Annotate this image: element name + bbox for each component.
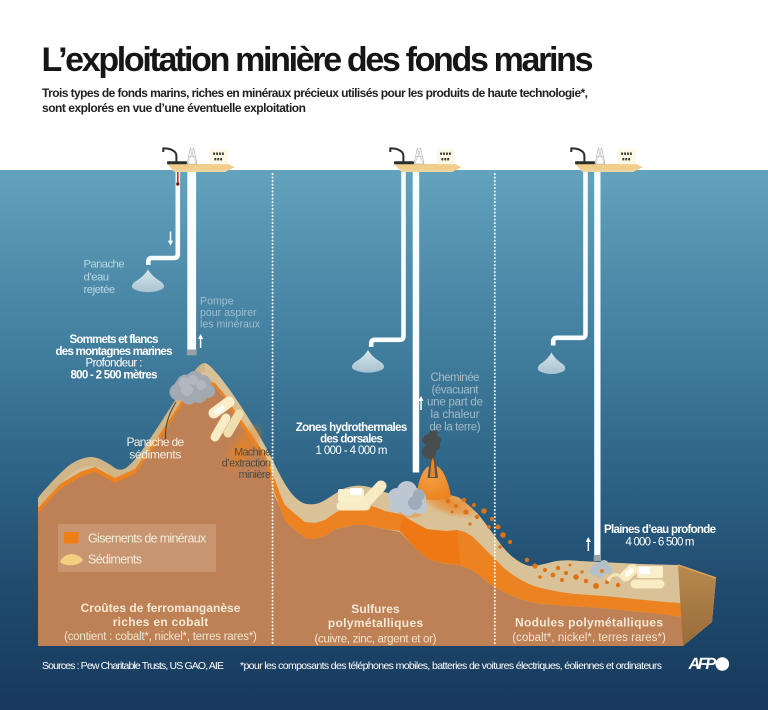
svg-text:Profondeur :: Profondeur : <box>86 358 143 370</box>
svg-text:1 000 - 4 000 m: 1 000 - 4 000 m <box>316 445 388 457</box>
svg-text:d’extraction: d’extraction <box>222 458 271 470</box>
svg-text:de la terre): de la terre) <box>429 422 480 434</box>
svg-text:riches en cobalt: riches en cobalt <box>113 615 209 629</box>
svg-text:rejetée: rejetée <box>84 284 116 296</box>
svg-text:Panache de: Panache de <box>126 435 184 449</box>
svg-text:des montagnes marines: des montagnes marines <box>56 346 173 358</box>
svg-text:Zones hydrothermales: Zones hydrothermales <box>296 422 408 434</box>
svg-text:Cheminée: Cheminée <box>431 372 480 384</box>
svg-text:4 000 - 6 500 m: 4 000 - 6 500 m <box>626 536 695 548</box>
svg-text:800 - 2 500 mètres: 800 - 2 500 mètres <box>71 369 158 381</box>
svg-text:Machine: Machine <box>234 447 271 459</box>
svg-text:polymétalliques: polymétalliques <box>328 616 424 630</box>
svg-text:Sédiments: Sédiments <box>88 552 142 566</box>
svg-text:Nodules polymétalliques: Nodules polymétalliques <box>515 616 663 630</box>
svg-text:Sources : Pew Charitable Trust: Sources : Pew Charitable Trusts, US GAO,… <box>42 660 224 672</box>
svg-text:(évacuant: (évacuant <box>432 384 480 396</box>
svg-text:Panache: Panache <box>84 259 125 271</box>
svg-text:d’eau: d’eau <box>84 271 110 283</box>
svg-text:Gisements de minéraux: Gisements de minéraux <box>88 532 207 546</box>
svg-text:Sulfures: Sulfures <box>351 602 400 616</box>
svg-text:(cuivre, zinc, argent et or): (cuivre, zinc, argent et or) <box>315 634 437 646</box>
svg-text:*pour les composants des télép: *pour les composants des téléphones mobi… <box>240 660 662 672</box>
svg-text:des dorsales: des dorsales <box>320 434 383 446</box>
svg-text:les minéraux: les minéraux <box>200 318 261 330</box>
svg-text:Croûtes de ferromanganèse: Croûtes de ferromanganèse <box>81 601 241 615</box>
svg-text:Plaines d’eau profonde: Plaines d’eau profonde <box>604 524 716 536</box>
svg-text:sont explorés en vue d’une éve: sont explorés en vue d’une éventuelle ex… <box>42 101 306 115</box>
svg-text:sédiments: sédiments <box>129 448 181 462</box>
svg-text:Sommets et flancs: Sommets et flancs <box>70 334 159 346</box>
svg-text:L’exploitation minière des fon: L’exploitation minière des fonds marins <box>42 41 594 79</box>
svg-text:(contient : cobalt*, nickel*,: (contient : cobalt*, nickel*, terres rar… <box>64 631 257 643</box>
svg-text:minière: minière <box>239 469 271 481</box>
svg-text:(cobalt*, nickel*, terres rare: (cobalt*, nickel*, terres rares*) <box>512 632 666 644</box>
svg-text:Trois types de fonds marins, r: Trois types de fonds marins, riches en m… <box>42 86 588 100</box>
svg-text:pour aspirer: pour aspirer <box>200 307 257 319</box>
svg-text:la chaleur: la chaleur <box>430 409 479 421</box>
svg-text:une part de: une part de <box>427 397 483 409</box>
svg-text:Pompe: Pompe <box>200 296 234 308</box>
